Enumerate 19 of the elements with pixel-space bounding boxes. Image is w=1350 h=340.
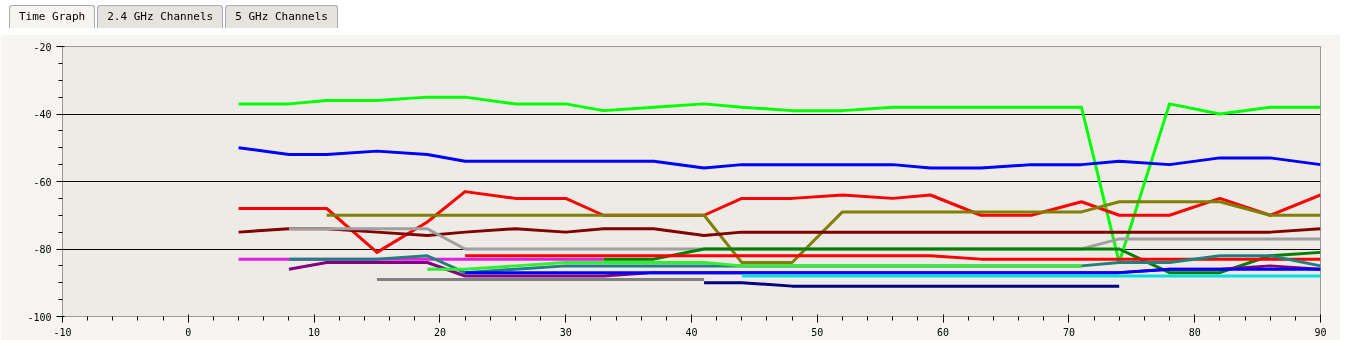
y-tick-label: -80 [33, 244, 52, 255]
x-tick-label: 50 [811, 326, 824, 338]
x-tick-label: 80 [1188, 326, 1201, 338]
y-tick-label: -40 [33, 109, 52, 120]
x-tick-label: -10 [53, 326, 72, 338]
x-tick-label: 20 [433, 326, 446, 338]
x-tick-label: 30 [559, 326, 572, 338]
text: Time Graph [9, 5, 96, 28]
y-tick-label: -60 [33, 176, 52, 188]
y-tick-label: -20 [33, 41, 52, 53]
x-tick-label: 10 [308, 326, 321, 338]
x-tick-label: 0 [185, 326, 192, 338]
text: 5 GHz Channels [225, 5, 338, 28]
x-tick-label: 40 [685, 326, 698, 338]
x-tick-label: 70 [1062, 326, 1075, 338]
x-tick-label: 60 [937, 326, 950, 338]
y-tick-label: -100 [27, 311, 52, 323]
text: 2.4 GHz Channels [97, 5, 224, 28]
x-tick-label: 90 [1314, 326, 1327, 338]
